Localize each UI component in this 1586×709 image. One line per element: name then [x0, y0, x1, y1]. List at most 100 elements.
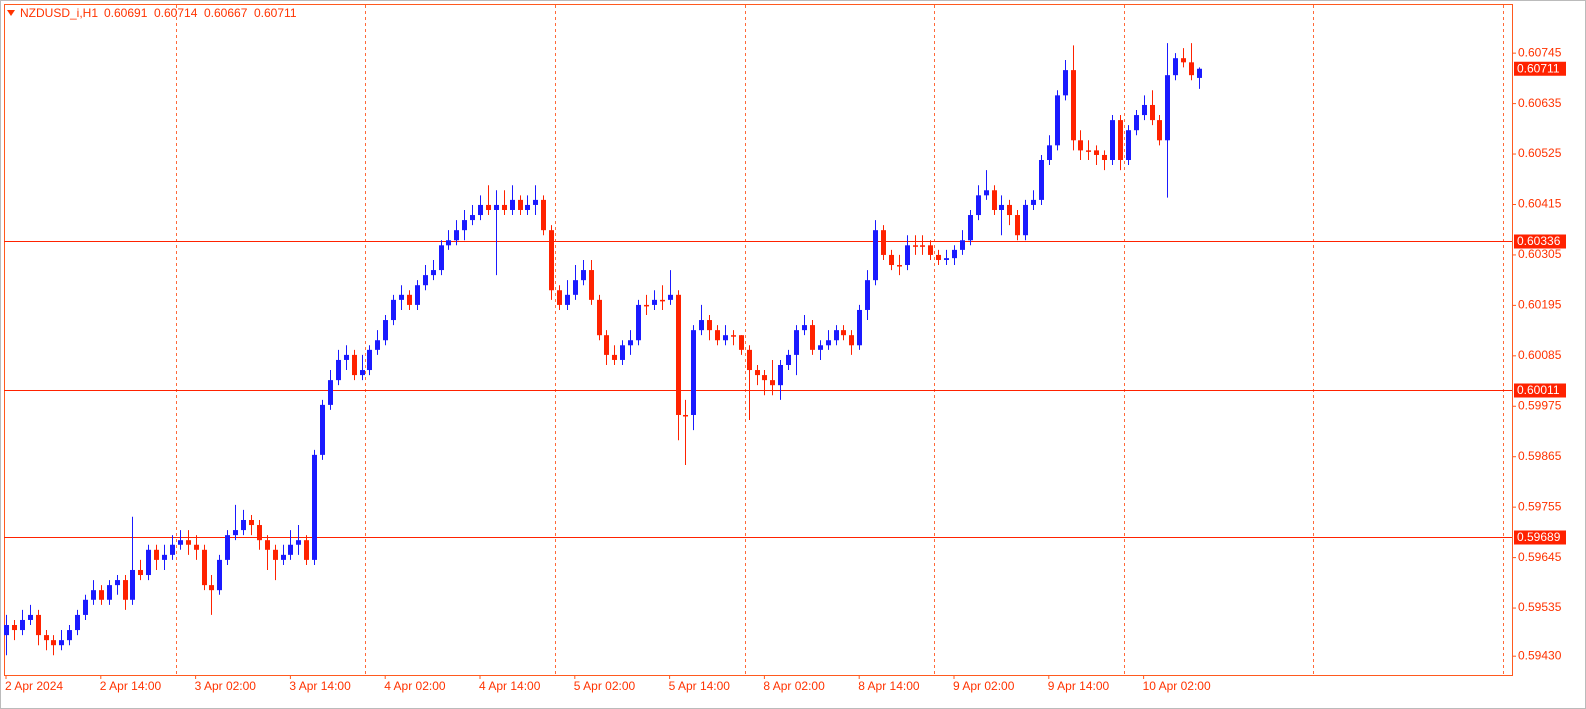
candle-body: [431, 270, 436, 276]
candle-body: [786, 354, 791, 365]
candle-body: [446, 240, 451, 246]
candle-body: [731, 335, 736, 337]
candle-body: [976, 195, 981, 216]
menu-arrow[interactable]: [7, 10, 15, 16]
ohlc-value: 0.60691: [104, 6, 148, 20]
candle-body: [123, 580, 128, 600]
x-tick-label: 5 Apr 14:00: [669, 679, 731, 693]
ohlc-value: 0.60711: [254, 6, 297, 20]
candle-body: [115, 580, 120, 586]
candle-body: [12, 625, 17, 631]
y-tick-label: 0.60635: [1518, 96, 1562, 110]
candle-body: [352, 354, 357, 376]
candle-body: [138, 569, 143, 576]
candle-body: [1039, 160, 1044, 200]
candle-body: [320, 404, 325, 455]
candle-body: [747, 349, 752, 371]
candle-body: [952, 249, 957, 259]
level-label-box: [1514, 530, 1566, 545]
candle-body: [525, 204, 530, 210]
candle-body: [928, 245, 933, 255]
candle-body: [1134, 115, 1139, 131]
candle-body: [99, 590, 104, 600]
candle-body: [407, 294, 412, 305]
candle-body: [1181, 58, 1186, 63]
x-tick-label: 3 Apr 02:00: [195, 679, 257, 693]
candle-body: [612, 354, 617, 360]
candle-body: [281, 554, 286, 560]
candle-body: [383, 320, 388, 341]
candle-body: [889, 254, 894, 266]
candle-body: [660, 299, 665, 302]
level-label: 0.59689: [1517, 530, 1561, 544]
candle-body: [1015, 215, 1020, 236]
candle-body: [897, 265, 902, 267]
candle-body: [802, 325, 807, 331]
candle-body: [762, 375, 767, 381]
candle-body: [581, 270, 586, 281]
candle-body: [857, 309, 862, 346]
y-tick-label: 0.60305: [1518, 247, 1562, 261]
candle-body: [992, 190, 997, 210]
candle-body: [707, 320, 712, 331]
candle-body: [1094, 150, 1099, 155]
chart-title: NZDUSD_i,H1: [20, 6, 98, 20]
candle-body: [59, 640, 64, 646]
candle-body: [273, 549, 278, 560]
candle-body: [241, 519, 246, 531]
candle-body: [312, 454, 317, 560]
candle-body: [636, 304, 641, 341]
candle-body: [944, 258, 949, 260]
candle-body: [668, 294, 673, 300]
level-label: 0.60011: [1517, 383, 1560, 397]
candle-body: [486, 204, 491, 210]
candle-body: [178, 540, 183, 545]
x-tick-label: 5 Apr 02:00: [574, 679, 636, 693]
y-tick-label: 0.60415: [1518, 197, 1562, 211]
candle-body: [75, 614, 80, 631]
candle-body: [1071, 70, 1076, 141]
candle-body: [146, 549, 151, 576]
candle-body: [881, 230, 886, 255]
candle-body: [336, 359, 341, 381]
candle-body: [549, 230, 554, 291]
level-label: 0.60336: [1517, 234, 1561, 248]
candle-body: [1197, 68, 1202, 78]
level-label-box: [1514, 234, 1566, 249]
candle-body: [44, 635, 49, 641]
grid: [176, 5, 1504, 675]
candle-body: [589, 270, 594, 300]
candle-body: [107, 585, 112, 600]
candle-body: [715, 330, 720, 341]
plot: [4, 43, 1512, 656]
candle-body: [920, 245, 925, 247]
candle-body: [91, 590, 96, 600]
candle-body: [257, 525, 262, 541]
x-tick-label: 4 Apr 02:00: [384, 679, 446, 693]
candle-body: [415, 285, 420, 305]
candle-body: [770, 380, 775, 386]
candle-body: [296, 540, 301, 545]
candle-body: [1102, 154, 1107, 161]
candle-body: [510, 199, 515, 210]
candle-body: [170, 544, 175, 555]
candle-body: [518, 199, 523, 210]
ohlc-value: 0.60714: [154, 6, 198, 20]
candle-body: [130, 569, 135, 600]
candle-body: [36, 614, 41, 636]
x-tick-label: 4 Apr 14:00: [479, 679, 541, 693]
candle-body: [217, 559, 222, 591]
candle-body: [699, 320, 704, 331]
x-tick-label: 10 Apr 02:00: [1143, 679, 1211, 693]
x-tick-label: 2 Apr 2024: [5, 679, 63, 693]
candle-body: [778, 364, 783, 386]
candle-body: [1047, 145, 1052, 161]
y-tick-label: 0.60195: [1518, 298, 1562, 312]
candle-body: [399, 294, 404, 300]
candle-body: [162, 554, 167, 560]
candle-body: [1157, 120, 1162, 141]
x-tick-label: 9 Apr 14:00: [1048, 679, 1110, 693]
candle-body: [873, 230, 878, 281]
candle-body: [233, 530, 238, 536]
candle-body: [960, 240, 965, 250]
